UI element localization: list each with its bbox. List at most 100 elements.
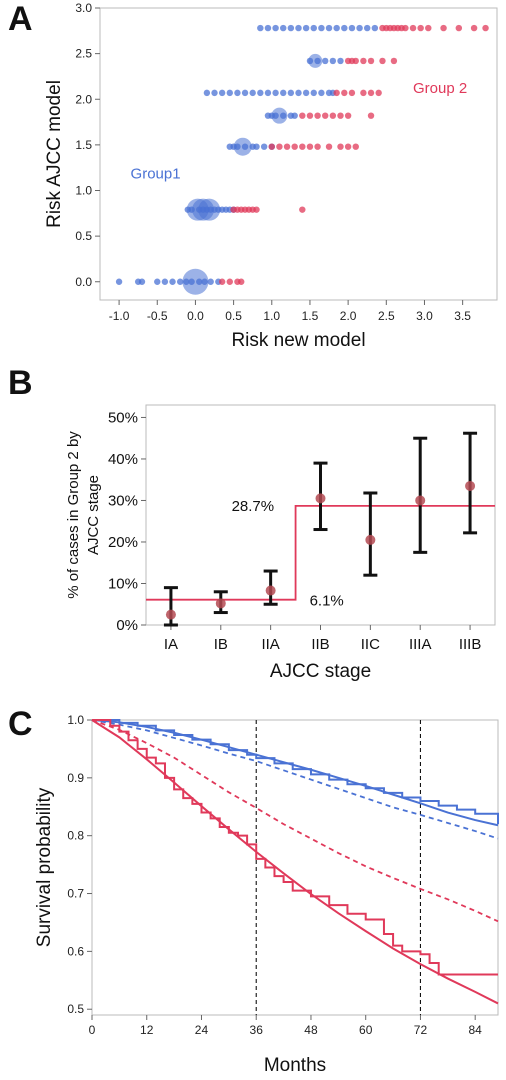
x-tick-label: IA (164, 636, 178, 653)
x-tick-label: 60 (359, 1023, 373, 1037)
scatter-point (241, 143, 249, 150)
estimate-point (415, 495, 426, 506)
scatter-point (272, 89, 279, 97)
scatter-point (314, 143, 321, 150)
x-tick-label: 0.5 (225, 309, 242, 323)
panel-a-scatter-chart: -1.0 -0.5 0.0 0.5 1.0 1.5 2.0 2.5 3.0 3.5 0.0 0.5 1.… (44, 1, 498, 351)
scatter-point (322, 112, 329, 119)
y-axis-label: % of cases in Group 2 by (65, 431, 82, 599)
scatter-point (234, 143, 241, 150)
y-tick-label: 0.6 (67, 944, 84, 958)
scatter-point (257, 24, 264, 32)
scatter-point (201, 278, 208, 285)
estimate-point (265, 585, 276, 596)
scatter-point (299, 112, 306, 119)
scatter-point (306, 112, 314, 119)
scatter-point (161, 278, 169, 285)
scatter-point (425, 24, 432, 32)
scatter-point (196, 278, 203, 285)
reference-label-high: 28.7% (232, 498, 275, 515)
x-tick-label: IIIB (459, 636, 482, 653)
scatter-point (364, 24, 371, 32)
x-tick-label: 2.5 (378, 309, 395, 323)
scatter-point (302, 89, 310, 97)
scatter-point (291, 112, 298, 119)
scatter-point (310, 89, 317, 97)
y-tick-label: 0.9 (67, 771, 84, 785)
scatter-point (253, 143, 260, 150)
y-tick-label: 0.7 (67, 887, 84, 901)
scatter-point (440, 24, 447, 32)
scatter-point-large (182, 268, 209, 295)
y-axis-label: Survival probability (34, 787, 55, 947)
scatter-point (226, 278, 233, 285)
y-tick-label: 0.5 (75, 229, 92, 243)
x-tick-label: 72 (414, 1023, 428, 1037)
scatter-point (367, 57, 375, 65)
y-axis-label: Risk AJCC model (44, 80, 65, 228)
scatter-point (287, 24, 295, 32)
scatter-point (295, 89, 302, 97)
estimate-point (215, 598, 226, 609)
y-tick-label: 30% (108, 492, 138, 509)
group-2-solid-curve (91, 719, 499, 1005)
scatter-point (183, 278, 190, 285)
scatter-point (341, 24, 348, 32)
scatter-point (367, 112, 375, 119)
scatter-point (207, 278, 214, 285)
scatter-point (280, 24, 287, 32)
x-tick-label: 3.0 (416, 309, 433, 323)
panel-c-survival-chart: 0 12 24 36 48 60 72 84 0.5 0.6 0.7 0.8 0.9 1.0 Months S… (34, 713, 499, 1076)
scatter-point (218, 278, 226, 285)
x-tick-label: 36 (250, 1023, 264, 1037)
scatter-point (295, 24, 302, 32)
scatter-point (299, 206, 306, 213)
scatter-point (302, 24, 310, 32)
plot-frame (99, 7, 498, 301)
scatter-point (272, 24, 279, 32)
scatter-point (318, 89, 325, 97)
x-tick-label: 1.5 (302, 309, 319, 323)
scatter-point (409, 24, 417, 32)
scatter-point (352, 57, 359, 65)
scatter-point (341, 89, 348, 97)
scatter-point (283, 143, 291, 150)
scatter-point (238, 278, 245, 285)
scatter-point (367, 89, 375, 97)
estimate-point (315, 493, 326, 504)
scatter-point (268, 143, 275, 150)
group-1-dashed-curve (91, 719, 499, 840)
x-tick-label: 12 (140, 1023, 154, 1037)
scatter-point (337, 112, 344, 119)
group-annotation: Group1 (131, 166, 181, 183)
scatter-point (234, 89, 241, 97)
scatter-point (226, 89, 233, 97)
scatter-point (218, 89, 226, 97)
scatter-point (333, 24, 340, 32)
scatter-point (257, 89, 264, 97)
scatter-point (188, 206, 195, 213)
y-tick-label: 2.5 (75, 47, 92, 61)
scatter-point (371, 24, 379, 32)
scatter-point (272, 112, 279, 119)
scatter-point (375, 89, 382, 97)
scatter-point (470, 24, 478, 32)
y-tick-label: 0% (116, 617, 138, 634)
group-annotation: Group 2 (413, 80, 467, 97)
y-tick-label: 1.0 (67, 713, 84, 727)
scatter-point (291, 143, 298, 150)
y-tick-label: 0.5 (67, 1002, 84, 1016)
scatter-point (318, 24, 325, 32)
x-tick-label: 1.0 (263, 309, 280, 323)
scatter-point (417, 24, 424, 32)
scatter-point (390, 57, 398, 65)
x-tick-label: 0 (89, 1023, 96, 1037)
scatter-point (360, 57, 367, 65)
x-tick-label: IIA (261, 636, 279, 653)
x-tick-label: -0.5 (147, 309, 168, 323)
panel-b-errorbar-chart: 0% 10% 20% 30% 40% 50% IA IB IIA IIB IIC IIIA IIIB AJ… (65, 404, 496, 682)
y-tick-label: 3.0 (75, 1, 92, 15)
x-tick-label: 84 (469, 1023, 483, 1037)
scatter-point (306, 143, 314, 150)
scatter-point (276, 143, 283, 150)
